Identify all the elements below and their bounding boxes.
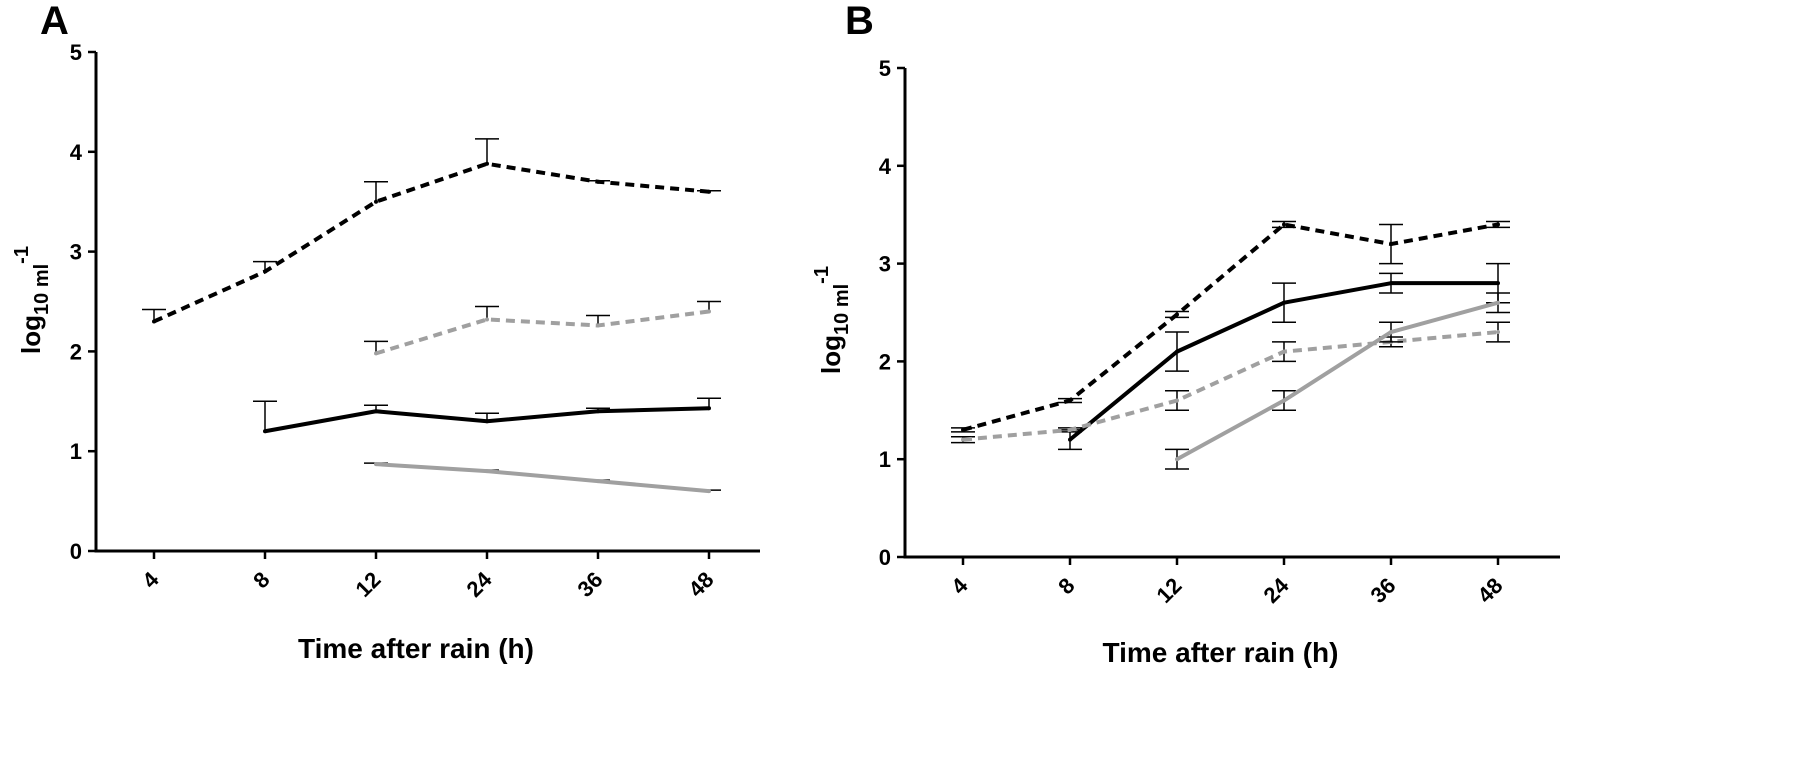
pa-x-tick-label: 24 (462, 566, 498, 602)
pa-series-grey-dashed-point (374, 351, 378, 356)
pa-series-black-dashed (142, 138, 721, 324)
pb-series-grey-dashed (951, 321, 1510, 444)
pb-series-grey-solid-point (1496, 300, 1500, 305)
pa-x-tick-label: 12 (351, 567, 386, 602)
pb-panel-label: B (845, 0, 874, 43)
pa-series-black-solid-point (263, 429, 267, 434)
pb-series-black-solid (1058, 262, 1510, 451)
pa-y-tick-label: 1 (70, 439, 82, 464)
pa-series-grey-solid-point (596, 479, 600, 484)
pb-series-grey-solid (1165, 292, 1510, 470)
pa-x-tick-label: 36 (573, 567, 608, 602)
pb-series-grey-dashed-point (1496, 330, 1500, 335)
pb-series-black-solid-point (1175, 349, 1179, 354)
pa-panel-label: A (40, 0, 69, 43)
pb-series-grey-solid-point (1175, 457, 1179, 462)
pa-series-grey-dashed (364, 300, 721, 356)
pa-x-tick-label: 4 (137, 566, 164, 593)
pa-series-black-solid (253, 397, 721, 434)
pa-series-black-dashed-point (485, 161, 489, 166)
pb-series-black-dashed-point (1175, 312, 1179, 317)
pa-y-tick-label: 2 (70, 339, 82, 364)
pb-series-black-dashed-point (1282, 222, 1286, 227)
pa-series-grey-dashed-line (375, 309, 710, 356)
pa-series-grey-dashed-point (596, 323, 600, 328)
pb-series-black-dashed-point (1068, 398, 1072, 403)
pb-series-grey-solid-point (1389, 330, 1393, 335)
pb-x-tick-label: 12 (1152, 573, 1187, 608)
pb-x-tick-label: 4 (946, 572, 973, 599)
pb-series-black-dashed-point (961, 427, 965, 432)
pa-x-tick-label: 8 (248, 567, 274, 593)
pa-series-grey-dashed-point (485, 317, 489, 322)
pa-series-grey-dashed-point (707, 309, 711, 314)
pa-series-grey-dashed-error-bar (475, 305, 499, 320)
pa-series-black-solid-point (485, 419, 489, 424)
pa-y-axis-title: log10 ml-1 (11, 246, 53, 354)
pb-x-axis-title: Time after rain (h) (1103, 637, 1339, 668)
pb-series-black-dashed-line (962, 222, 1499, 432)
pa-y-tick-label: 3 (70, 240, 82, 265)
pa-series-black-dashed-point (263, 269, 267, 274)
pb-series-grey-solid-point (1282, 398, 1286, 403)
pb-series-grey-dashed-line (962, 330, 1499, 442)
pb-x-tick-label: 36 (1366, 573, 1401, 608)
pb-y-tick-label: 0 (879, 545, 891, 570)
pa-series-black-solid-point (707, 406, 711, 411)
pb-y-tick-label: 4 (879, 154, 892, 179)
pb-y-tick-label: 2 (879, 349, 891, 374)
pb-series-grey-dashed-point (1282, 349, 1286, 354)
pb-y-tick-label: 3 (879, 252, 891, 277)
pb-series-black-dashed (951, 220, 1510, 433)
pb-series-black-solid-point (1068, 437, 1072, 442)
pa-y-tick-label: 4 (70, 140, 83, 165)
pa-series-grey-solid-line (375, 462, 710, 494)
pb-series-black-solid-point (1389, 281, 1393, 286)
pb-x-tick-label: 8 (1053, 573, 1079, 599)
pb-series-grey-dashed-point (961, 437, 965, 442)
pb-series-black-dashed-point (1389, 242, 1393, 247)
pa-series-black-dashed-point (707, 189, 711, 194)
pb-y-axis-title: log10 ml-1 (811, 266, 853, 374)
pa-series-black-solid-point (596, 409, 600, 414)
pb-series-black-solid-point (1282, 300, 1286, 305)
pa-y-tick-label: 5 (70, 40, 82, 65)
pa-x-tick-label: 48 (684, 567, 719, 602)
pa-series-black-solid-error-bar (253, 400, 277, 432)
pb-x-tick-label: 48 (1473, 573, 1508, 608)
pb-series-black-dashed-point (1496, 222, 1500, 227)
pa-series-grey-solid-point (485, 469, 489, 474)
pb-y-tick-label: 5 (879, 56, 891, 81)
pa-series-black-dashed-point (152, 319, 156, 324)
pb-series-black-solid-point (1496, 281, 1500, 286)
pa-series-black-dashed-point (374, 199, 378, 204)
pa-series-black-dashed-error-bar (364, 180, 388, 202)
pa-y-tick-label: 0 (70, 539, 82, 564)
pa-series-black-dashed-error-bar (475, 138, 499, 164)
pa-series-black-dashed-point (596, 179, 600, 184)
pb-series-grey-dashed-point (1068, 427, 1072, 432)
pa-series-black-dashed-line (153, 161, 710, 324)
pa-series-black-solid-point (374, 409, 378, 414)
pa-series-grey-solid-point (707, 489, 711, 494)
pb-series-grey-dashed-point (1175, 398, 1179, 403)
pa-series-grey-solid-point (374, 462, 378, 467)
pa-x-axis-title: Time after rain (h) (298, 633, 534, 664)
pb-x-tick-label: 24 (1259, 572, 1295, 608)
pb-y-tick-label: 1 (879, 447, 891, 472)
pa-series-grey-solid (364, 462, 721, 494)
pb-series-grey-solid-line (1176, 300, 1499, 461)
